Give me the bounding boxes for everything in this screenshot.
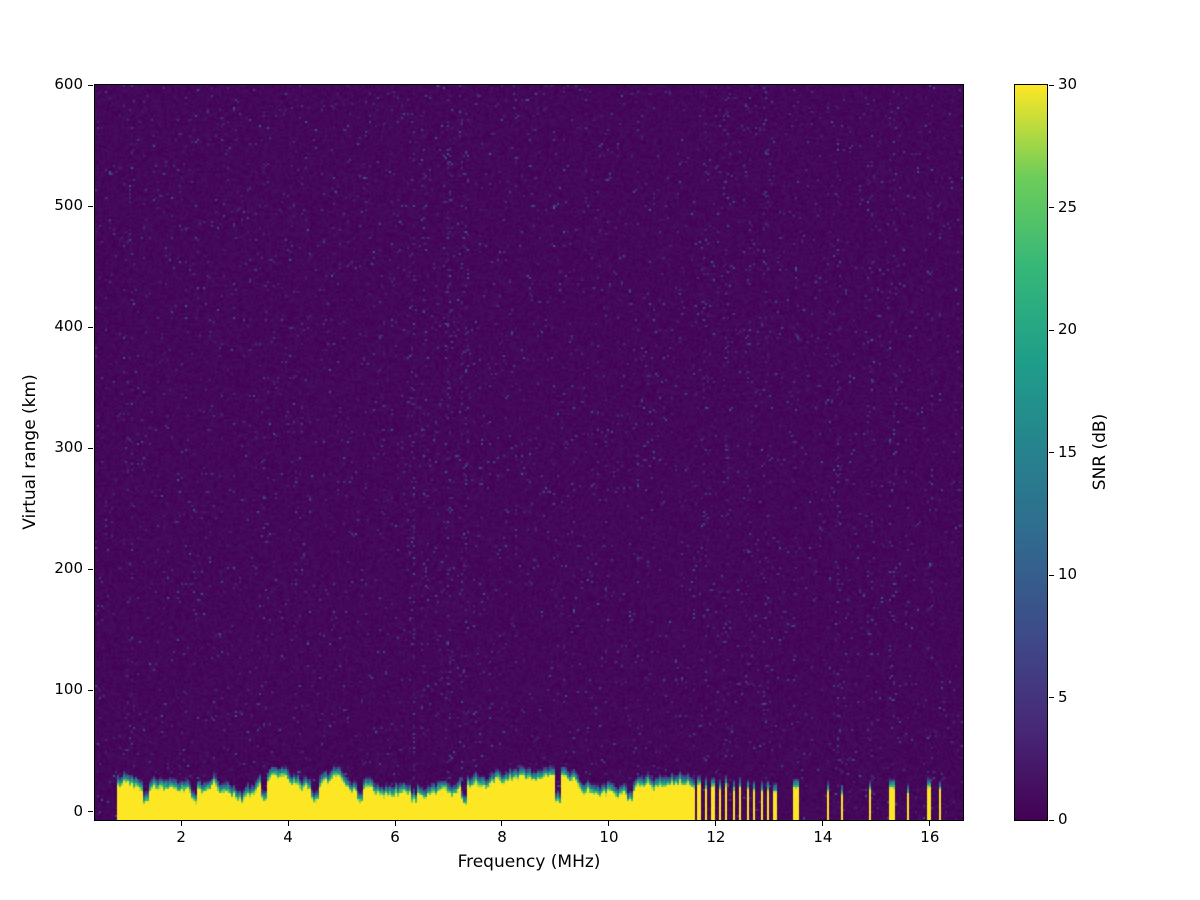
x-tick-label: 10: [599, 828, 619, 846]
x-tick-mark: [180, 821, 182, 826]
x-tick-mark: [822, 821, 824, 826]
y-tick-label: 500: [54, 196, 83, 215]
colorbar-tick-mark: [1049, 697, 1054, 698]
x-tick-label: 8: [497, 828, 507, 846]
y-tick-mark: [88, 326, 93, 328]
colorbar-tick-mark: [1049, 819, 1054, 821]
heatmap-canvas: [95, 85, 963, 820]
colorbar-tick-label: 20: [1058, 320, 1078, 338]
x-tick-mark: [929, 821, 931, 826]
colorbar-tick-label: 5: [1058, 687, 1068, 706]
y-tick-label: 0: [73, 801, 83, 820]
colorbar-tick-label: 25: [1058, 197, 1078, 216]
y-tick-label: 100: [54, 680, 83, 699]
y-tick-label: 600: [54, 75, 83, 93]
x-tick-label: 16: [920, 828, 940, 846]
x-tick-label: 6: [390, 828, 400, 846]
x-tick-mark: [608, 821, 610, 826]
x-tick-label: 14: [813, 828, 833, 846]
colorbar-tick-mark: [1049, 574, 1054, 576]
colorbar-tick-mark: [1049, 207, 1054, 208]
colorbar-gradient: [1014, 84, 1048, 821]
x-tick-mark: [715, 821, 717, 826]
y-tick-mark: [88, 689, 93, 691]
x-tick-label: 2: [176, 828, 186, 846]
colorbar-tick-label: 15: [1058, 442, 1078, 461]
colorbar-tick-mark: [1049, 452, 1054, 453]
x-axis-label: Frequency (MHz): [457, 852, 601, 872]
y-tick-mark: [88, 84, 93, 86]
y-tick-label: 400: [54, 317, 83, 336]
y-tick-mark: [88, 811, 93, 813]
plot-area: [94, 84, 964, 821]
y-tick-label: 200: [54, 559, 83, 578]
colorbar-tick-mark: [1049, 329, 1054, 331]
y-tick-mark: [88, 568, 93, 570]
colorbar-tick-label: 0: [1058, 810, 1068, 828]
y-tick-mark: [88, 447, 93, 449]
colorbar-label: SNR (dB): [1090, 413, 1110, 491]
x-tick-mark: [287, 821, 289, 826]
x-tick-label: 12: [706, 828, 726, 846]
colorbar-tick-mark: [1049, 84, 1054, 86]
colorbar-tick-label: 10: [1058, 565, 1078, 583]
y-tick-mark: [88, 205, 93, 207]
x-tick-mark: [501, 821, 503, 826]
y-tick-label: 300: [54, 438, 83, 457]
x-tick-label: 4: [283, 828, 293, 846]
x-tick-mark: [394, 821, 396, 826]
colorbar-tick-label: 30: [1058, 75, 1078, 93]
